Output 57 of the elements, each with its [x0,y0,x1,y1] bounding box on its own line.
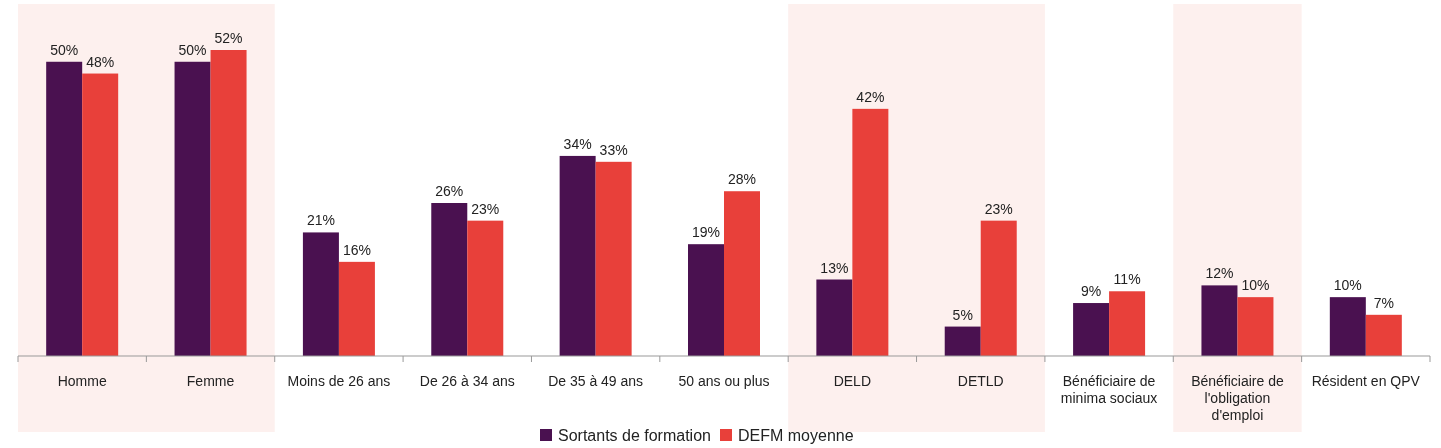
bar [467,220,504,356]
data-label: 52% [214,30,243,46]
data-label: 48% [86,53,115,70]
data-label: 23% [471,200,500,217]
bar [595,161,632,356]
data-label: 9% [1080,283,1102,300]
bar [724,191,760,356]
data-label: 19% [691,224,721,241]
data-label: 50% [178,41,207,58]
data-label: 12% [1205,265,1234,282]
data-label: 28% [727,171,757,188]
x-tick-label: Femme [186,373,235,389]
bar [944,326,981,356]
data-label: 11% [1113,271,1141,288]
x-tick-label: De 35 à 49 ans [548,373,644,389]
data-label: 42% [856,88,885,105]
bar [1365,314,1402,356]
bar [210,50,247,356]
bar [1073,303,1110,356]
x-tick-label: Homme [57,373,107,389]
bar [980,220,1017,356]
bar [82,73,119,356]
data-label: 7% [1373,294,1394,311]
bar [1329,297,1366,356]
data-label: 26% [435,183,464,199]
x-tick-label: Bénéficiaire de l'obligation d'emploi [1191,373,1284,423]
data-label: 13% [820,259,849,276]
bar [1201,285,1238,356]
data-label: 33% [599,141,628,158]
bar [816,279,853,356]
data-label: 23% [984,200,1013,217]
data-label: 16% [342,241,371,258]
x-tick-label: DETLD [957,373,1004,389]
bar [431,203,468,356]
x-tick-label: DELD [833,373,872,389]
bar [852,108,889,356]
data-label: 21% [306,212,335,229]
x-tick-label: Moins de 26 ans [287,373,391,389]
bar [1237,297,1274,356]
bar [688,244,724,356]
bar [302,232,339,356]
x-tick-label: 50 ans ou plus [678,373,770,389]
x-tick-label: Résident en QPV [1311,373,1421,389]
data-label: 34% [563,135,592,152]
bar [1109,291,1146,356]
data-label: 50% [50,41,79,58]
bar [338,261,375,356]
legend-label: DEFM moyenne [738,427,854,444]
data-label: 10% [1241,277,1270,294]
data-label: 5% [952,306,973,323]
bar [46,61,83,356]
x-tick-label: De 26 à 34 ans [419,373,515,389]
bar [174,61,211,356]
legend-label: Sortants de formation [558,427,711,444]
data-label: 10% [1333,277,1362,294]
x-tick-label: Bénéficiaire de minima sociaux [1060,373,1158,406]
bar [559,155,596,356]
